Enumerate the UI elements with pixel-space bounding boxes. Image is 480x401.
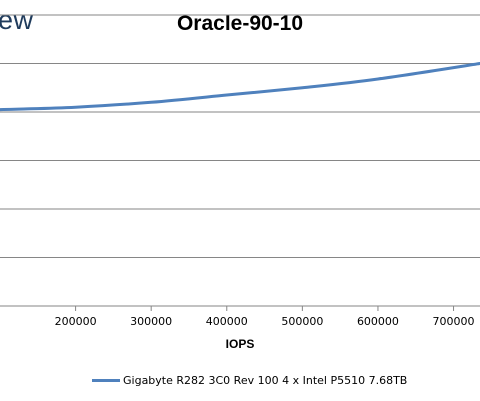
- series-line: [0, 62, 480, 112]
- legend-series-name: Gigabyte R282 3C0 Rev 100 4 x Intel P551…: [123, 374, 408, 387]
- x-axis-label: IOPS: [225, 337, 255, 351]
- x-tick-label: 500000: [281, 315, 323, 328]
- x-tick-label: 700000: [433, 315, 475, 328]
- series-layer: [0, 62, 480, 112]
- brand-logo-text: ew: [0, 5, 34, 35]
- x-tick-label: 200000: [55, 315, 97, 328]
- legend: Gigabyte R282 3C0 Rev 100 4 x Intel P551…: [92, 374, 407, 387]
- x-axis-ticks: 200000 300000 400000 500000 600000 700000: [55, 306, 475, 328]
- x-tick-label: 400000: [206, 315, 248, 328]
- chart-title: Oracle-90-10: [176, 12, 304, 35]
- gridlines: [0, 14, 480, 258]
- x-tick-label: 600000: [357, 315, 399, 328]
- x-tick-label: 300000: [130, 315, 172, 328]
- legend-swatch: [92, 379, 120, 382]
